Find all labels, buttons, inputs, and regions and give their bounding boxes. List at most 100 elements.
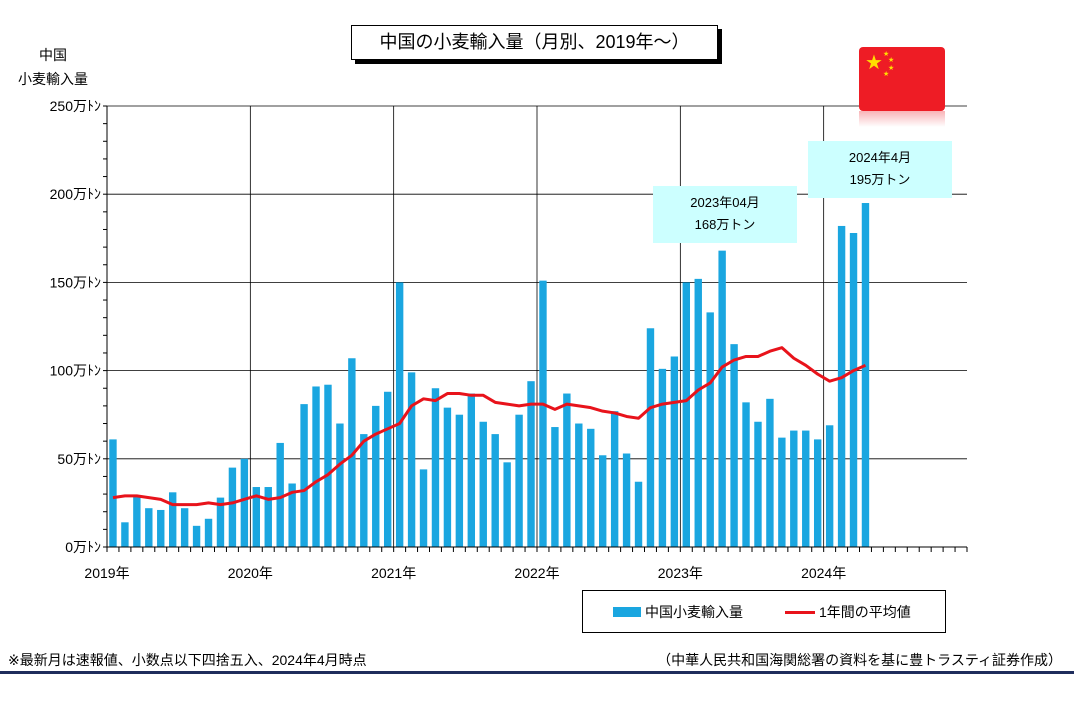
bar: [754, 421, 762, 547]
bar: [192, 525, 201, 547]
y-tick-label: 250万ﾄﾝ: [50, 98, 101, 114]
bar: [383, 391, 392, 547]
bar: [587, 428, 595, 547]
large-star-icon: ★: [865, 52, 883, 74]
bar: [455, 414, 464, 547]
bar: [443, 407, 452, 547]
bar: [646, 328, 655, 547]
y-tick-label: 150万ﾄﾝ: [50, 274, 101, 290]
bar: [706, 312, 714, 547]
bar: [228, 467, 237, 547]
bar: [837, 225, 846, 547]
flag-reflection: [859, 111, 945, 127]
bar: [790, 430, 798, 547]
callout-2024-04: 2024年4月 195万トン: [808, 141, 952, 198]
bar: [634, 481, 643, 547]
bar: [216, 497, 225, 547]
bar-series: [109, 203, 870, 547]
bar: [610, 411, 619, 547]
bar: [348, 358, 356, 547]
bar: [491, 434, 499, 547]
bar: [766, 398, 774, 547]
bar: [551, 427, 559, 547]
small-star-icon: ★: [888, 65, 895, 72]
bar: [825, 425, 834, 547]
legend-item-bars: 中国小麦輸入量: [613, 602, 743, 622]
bar: [109, 439, 117, 547]
bar: [575, 423, 583, 547]
bar: [849, 233, 858, 547]
bar: [622, 453, 631, 547]
small-star-icon: ★: [888, 57, 895, 64]
bottom-rule: [0, 671, 1074, 674]
x-tick-label: 2020年: [228, 565, 273, 581]
bar: [240, 458, 249, 547]
y-tick-label: 50万ﾄﾝ: [57, 451, 101, 467]
bar: [419, 469, 428, 547]
bar: [778, 437, 786, 547]
bar: [503, 462, 511, 547]
average-line-series: [112, 346, 867, 507]
axes: [103, 105, 968, 552]
bar: [312, 386, 320, 547]
callout-value: 195万トン: [849, 172, 911, 187]
x-tick-label: 2022年: [514, 565, 559, 581]
bar: [515, 414, 523, 547]
x-tick-label: 2023年: [658, 565, 703, 581]
bar: [742, 402, 750, 547]
y-tick-labels: 0万ﾄﾝ 50万ﾄﾝ 100万ﾄﾝ 150万ﾄﾝ 200万ﾄﾝ 250万ﾄﾝ: [50, 98, 101, 555]
bar: [598, 455, 607, 547]
bar: [658, 368, 667, 547]
y-tick-label: 100万ﾄﾝ: [50, 363, 101, 379]
y-axis-title-line2: 小麦輸入量: [18, 71, 88, 87]
bar: [300, 404, 308, 547]
legend-line-label: 1年間の平均値: [819, 604, 911, 620]
bar: [730, 344, 738, 547]
bar: [252, 487, 261, 547]
y-tick-label: 200万ﾄﾝ: [50, 186, 101, 202]
bar: [324, 384, 332, 547]
bar: [276, 442, 284, 547]
footnote: ※最新月は速報値、小数点以下四捨五入、2024年4月時点: [8, 652, 367, 668]
bar: [718, 250, 726, 547]
bar: [670, 356, 679, 547]
source-note: （中華人民共和国海関総署の資料を基に豊トラスティ証券作成）: [657, 652, 1062, 668]
x-tick-label: 2019年: [84, 565, 129, 581]
callout-date: 2023年04月: [690, 195, 760, 210]
y-axis-title: 中国 小麦輸入量: [6, 43, 100, 91]
bar: [813, 439, 822, 547]
legend: 中国小麦輸入量 1年間の平均値: [582, 590, 946, 633]
bar: [431, 388, 440, 547]
chart-title: 中国の小麦輸入量（月別、2019年〜）: [351, 25, 718, 60]
bar: [157, 509, 165, 547]
bar: [527, 381, 535, 547]
bar: [204, 518, 213, 547]
bar: [360, 434, 368, 547]
average-line: [112, 346, 867, 507]
callout-date: 2024年4月: [848, 150, 912, 165]
bar: [145, 508, 153, 547]
bar: [861, 203, 870, 547]
bar: [180, 508, 189, 547]
bar: [407, 372, 416, 547]
bar: [121, 522, 129, 547]
callout-2023-04: 2023年04月 168万トン: [653, 186, 797, 243]
bar: [802, 430, 810, 547]
legend-bars-label: 中国小麦輸入量: [645, 604, 743, 620]
gridlines: [107, 105, 967, 547]
bar: [372, 405, 380, 547]
x-tick-label: 2024年: [801, 565, 846, 581]
small-star-icon: ★: [883, 51, 890, 58]
callout-value: 168万トン: [694, 217, 756, 232]
bar: [395, 282, 404, 547]
legend-item-line: 1年間の平均値: [785, 602, 911, 622]
x-tick-label: 2021年: [371, 565, 416, 581]
bar: [694, 278, 702, 547]
bar: [682, 282, 691, 547]
china-flag-icon: ★ ★ ★ ★ ★: [859, 47, 945, 111]
bar: [264, 487, 272, 547]
bar: [479, 421, 487, 547]
bar: [467, 393, 476, 547]
bar: [288, 483, 296, 547]
